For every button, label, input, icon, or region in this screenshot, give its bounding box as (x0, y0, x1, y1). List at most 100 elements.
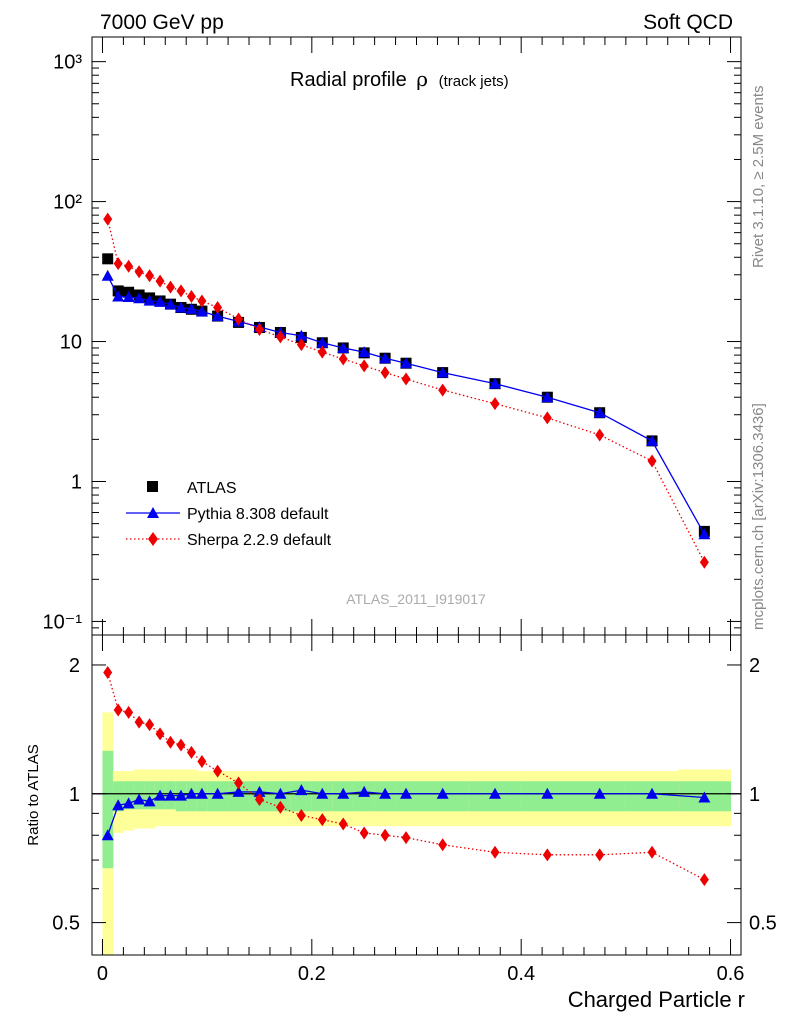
ratio-pythia-point (101, 829, 114, 841)
ratio-pythia-point (211, 787, 224, 799)
pythia-point (541, 391, 554, 403)
ratio-sherpa-point (542, 848, 552, 862)
sherpa-point (254, 322, 264, 336)
sherpa-point (213, 301, 223, 315)
ratio-band-inner (144, 781, 156, 810)
sherpa-point (338, 352, 348, 366)
sherpa-point (197, 294, 207, 308)
sherpa-point (380, 366, 390, 380)
ratio-sherpa-point (234, 776, 244, 790)
ratio-pythia-point (400, 787, 413, 799)
ratio-sherpa-point (186, 745, 196, 759)
sherpa-point (176, 284, 186, 298)
ratio-band-inner (102, 750, 114, 869)
sherpa-point (647, 454, 657, 468)
sherpa-point (699, 555, 709, 569)
ratio-sherpa-point (359, 826, 369, 840)
ratio-sherpa-point (438, 838, 448, 852)
pythia-point (295, 329, 308, 341)
pythia-point (646, 434, 659, 446)
ratio-band-inner (123, 781, 135, 810)
ratio-y-tick-label: 0.5 (52, 913, 80, 935)
sherpa-point (145, 269, 155, 283)
ratio-sherpa-point (155, 727, 165, 741)
pythia-point (164, 298, 177, 310)
ratio-pythia-point (337, 787, 350, 799)
ratio-axis-ticks: 0.5 0.5 1 1 2 2 0 0.2 0.4 0.6 (52, 635, 777, 985)
ratio-pythia-point (174, 789, 187, 801)
ratio-sherpa-point (699, 873, 709, 887)
legend-pythia-label: Pythia 8.308 default (187, 506, 329, 523)
ratio-pythia-point (316, 787, 329, 799)
ratio-sherpa-point (213, 764, 223, 778)
sherpa-point (438, 383, 448, 397)
sherpa-point (234, 312, 244, 326)
pythia-point (133, 292, 146, 304)
ratio-pythia-point (593, 787, 606, 799)
pythia-point (436, 366, 449, 378)
pythia-point (593, 406, 606, 418)
sherpa-point (103, 212, 113, 226)
ratio-sherpa-point (134, 715, 144, 729)
ratio-pythia-point (253, 785, 266, 797)
sherpa-point (401, 372, 411, 386)
ratio-pythia-point (122, 797, 135, 809)
sherpa-point (134, 265, 144, 279)
sherpa-point (359, 359, 369, 373)
ratio-sherpa-point (166, 735, 176, 749)
ratio-sherpa-point (103, 666, 113, 680)
pythia-point (211, 310, 224, 322)
sherpa-point (155, 274, 165, 288)
pythia-point (337, 341, 350, 353)
pythia-point (195, 305, 208, 317)
ratio-pythia-point (698, 791, 711, 803)
header-right-label: Soft QCD (643, 11, 733, 34)
sherpa-point (490, 397, 500, 411)
ratio-sherpa-point (275, 800, 285, 814)
main-y-tick-label: 1 (71, 471, 82, 493)
ratio-pythia-point (379, 787, 392, 799)
x-tick-label: 0.6 (717, 963, 745, 985)
legend: ATLAS Pythia 8.308 default Sherpa 2.2.9 … (126, 480, 332, 549)
ratio-sherpa-point (145, 718, 155, 732)
pythia-point (185, 302, 198, 314)
ratio-sherpa-point (197, 754, 207, 768)
ratio-sherpa-point (254, 792, 264, 806)
ratio-band-inner (112, 781, 124, 812)
ratio-sherpa-point (380, 828, 390, 842)
ratio-sherpa-point (176, 738, 186, 752)
plot-title-text: Radial profile (290, 69, 407, 91)
ratio-pythia-point (143, 795, 156, 807)
legend-pythia-marker (147, 507, 159, 518)
ratio-pythia-point (541, 787, 554, 799)
pythia-point (379, 352, 392, 364)
pythia-point (174, 301, 187, 313)
ratio-panel: 0.5 0.5 1 1 2 2 0 0.2 0.4 0.6 Ratio to ATLAS Char… (25, 634, 777, 1012)
ratio-pythia-point (274, 787, 287, 799)
ratio-pythia-point (112, 799, 125, 811)
pythia-point (400, 357, 413, 369)
main-plot-frame (91, 36, 742, 636)
main-axis-ticks: 10⁻¹ 1 10 10² 10³ (43, 37, 741, 636)
ratio-pythia-point (164, 789, 177, 801)
ratio-pythia-point (185, 787, 198, 799)
x-tick-label: 0.4 (507, 963, 535, 985)
pythia-point (489, 377, 502, 389)
plot-title-suffix: (track jets) (439, 73, 509, 90)
ratio-pythia-point (154, 789, 167, 801)
ratio-pythia-point (232, 785, 245, 797)
ratio-sherpa-point (338, 817, 348, 831)
ratio-sherpa-point (401, 831, 411, 845)
pythia-point (112, 290, 125, 302)
sherpa-point (296, 338, 306, 352)
pythia-point (698, 528, 711, 540)
ratio-y-tick-label-right: 0.5 (749, 913, 777, 935)
ratio-pythia-point (195, 787, 208, 799)
sherpa-line (107, 218, 705, 563)
ratio-sherpa-point (647, 845, 657, 859)
ratio-band-inner (290, 781, 313, 812)
ratio-sherpa-point (595, 848, 605, 862)
ratio-sherpa-point (113, 703, 123, 717)
ratio-series-layer (101, 666, 711, 887)
main-y-tick-label: 10⁻¹ (43, 611, 83, 633)
